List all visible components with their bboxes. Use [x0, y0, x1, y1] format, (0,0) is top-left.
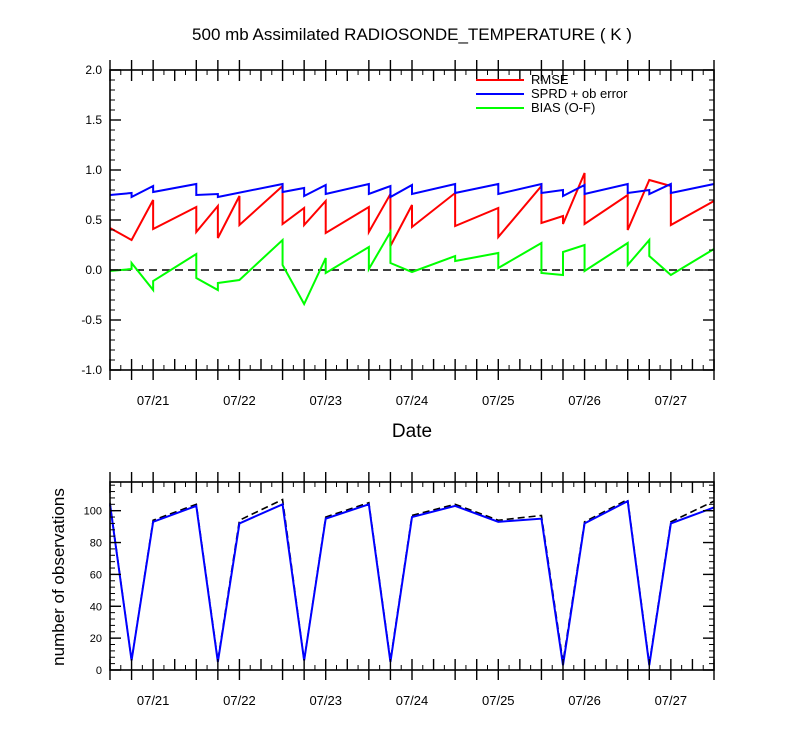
top-series-sprd-ob-error-line [109, 182, 715, 199]
x-tick-label: 07/27 [655, 393, 688, 408]
x-tick-label: 07/25 [482, 393, 515, 408]
legend-label: BIAS (O-F) [531, 100, 595, 115]
y-tick-label: 1.0 [85, 163, 102, 177]
x-tick-label: 07/22 [223, 693, 256, 708]
y-tick-label: 2.0 [85, 63, 102, 77]
y-tick-label: 40 [90, 601, 102, 613]
x-tick-label: 07/25 [482, 693, 515, 708]
y-axis-label: number of observations [49, 488, 68, 666]
top-series-rmse-line [109, 172, 715, 247]
x-tick-label: 07/24 [396, 393, 429, 408]
x-tick-label: 07/21 [137, 693, 170, 708]
y-tick-label: -0.5 [81, 313, 102, 327]
bottom-panel: 100 80 60 40 20 0 07/21 07/22 07/23 07/24 07/25 07/… [84, 472, 715, 708]
y-tick-label: 0.5 [85, 213, 102, 227]
top-panel: 2.0 1.5 1.0 0.5 0.0 -0.5 -1.0 07/21 07/22 07/23 07… [81, 60, 715, 408]
bottom-series-solid-line [109, 499, 715, 666]
y-tick-label: -1.0 [81, 363, 102, 377]
x-axis-label: Date [392, 421, 432, 442]
y-tick-label: 1.5 [85, 113, 102, 127]
bottom-plot-frame [109, 481, 715, 671]
y-tick-label: 0 [96, 665, 102, 677]
x-tick-label: 07/23 [309, 693, 342, 708]
bottom-series-dashed-line [109, 498, 715, 664]
y-tick-label: 80 [90, 538, 102, 550]
x-tick-label: 07/26 [568, 693, 601, 708]
x-tick-label: 07/26 [568, 393, 601, 408]
legend-label: RMSE [531, 72, 569, 87]
y-tick-label: 100 [84, 506, 102, 518]
x-tick-label: 07/27 [655, 693, 688, 708]
chart-title: 500 mb Assimilated RADIOSONDE_TEMPERATUR… [192, 25, 632, 44]
x-tick-label: 07/24 [396, 693, 429, 708]
top-series-bias-o-f-line [109, 228, 715, 307]
x-tick-label: 07/21 [137, 393, 170, 408]
y-tick-label: 20 [90, 633, 102, 645]
y-tick-label: 0.0 [85, 263, 102, 277]
x-tick-label: 07/23 [309, 393, 342, 408]
x-tick-label: 07/22 [223, 393, 256, 408]
legend-label: SPRD + ob error [531, 86, 628, 101]
y-tick-label: 60 [90, 569, 102, 581]
